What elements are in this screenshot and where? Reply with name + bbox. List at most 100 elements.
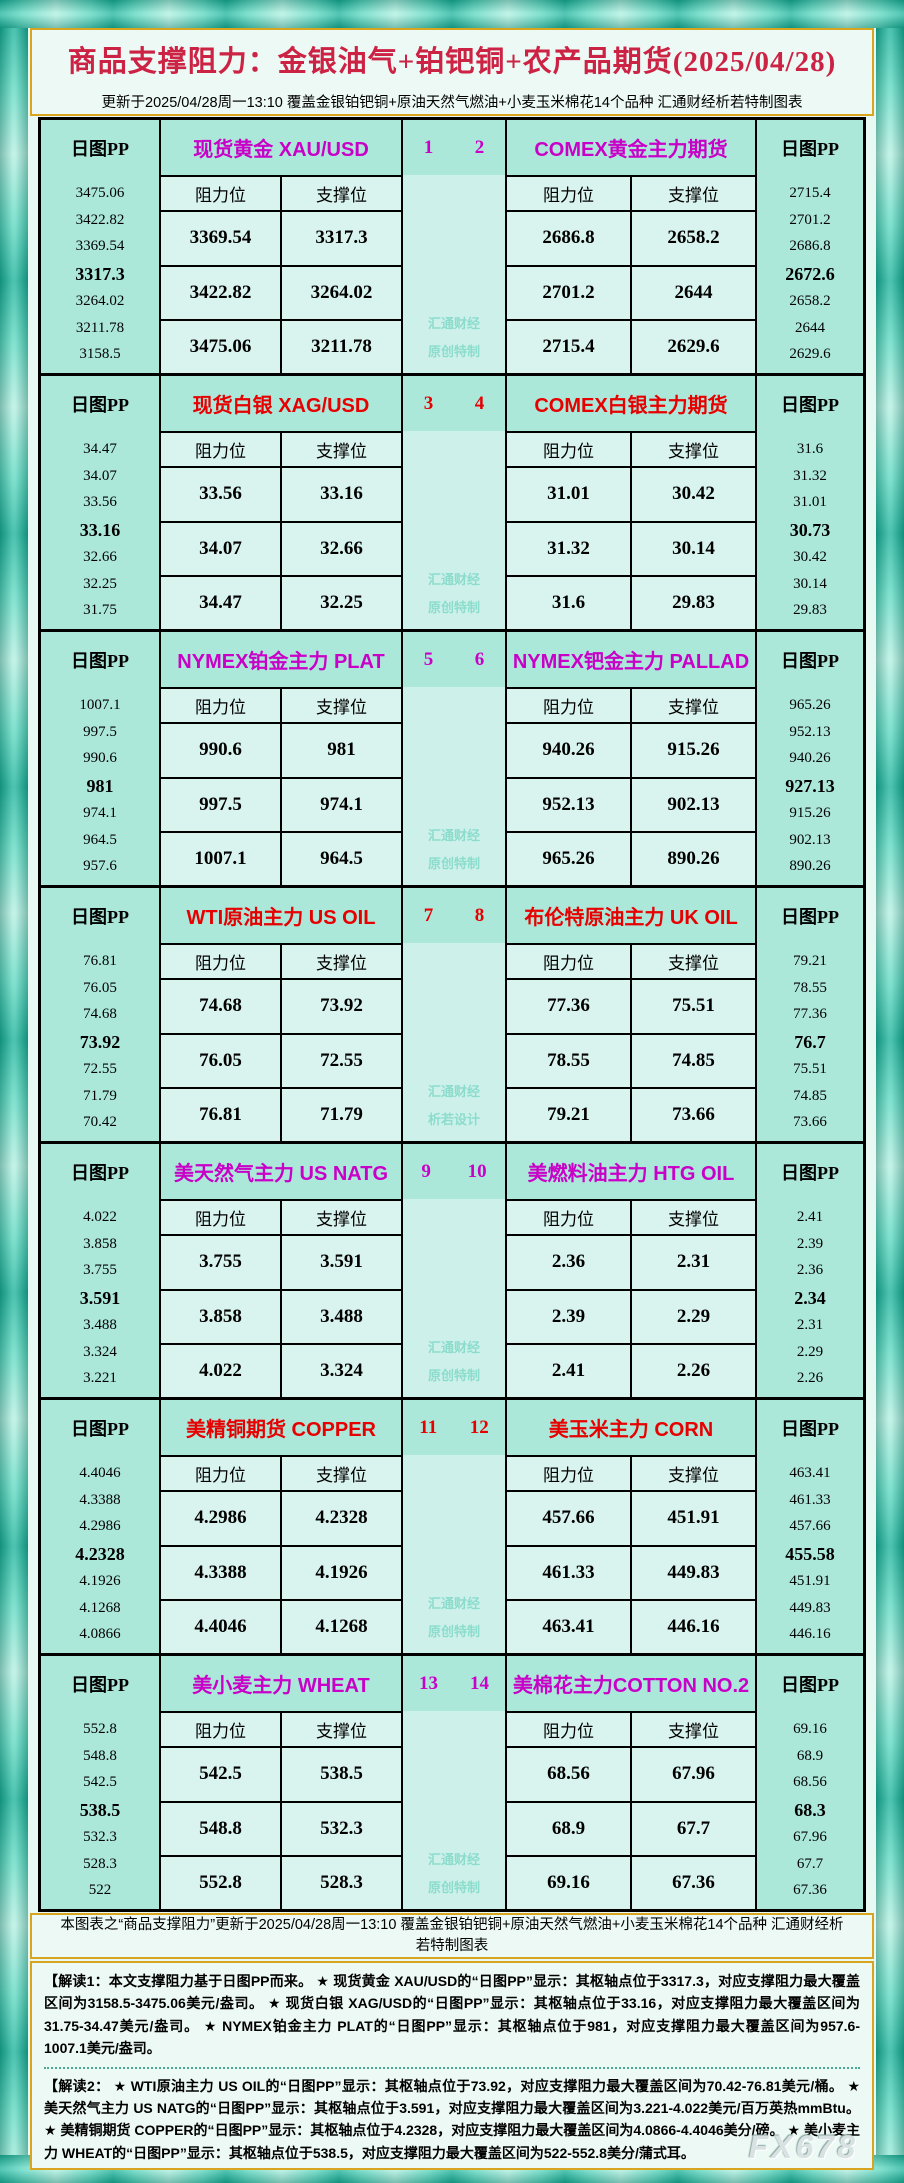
resistance-support-table-right: 阻力位 支撑位 68.56 67.96 68.9 67.7 69.16 67.36	[507, 1711, 757, 1909]
support-value: 2.31	[631, 1234, 755, 1291]
pp-pivot-value: 3.591	[79, 1288, 121, 1308]
resistance-value: 76.81	[161, 1087, 282, 1141]
resistance-value: 2715.4	[507, 319, 632, 373]
pp-level-value: 965.26	[789, 697, 831, 714]
rs-table-row: 1007.1 964.5	[161, 831, 401, 885]
resistance-value: 68.9	[507, 1800, 632, 1858]
support-value: 4.1926	[281, 1544, 401, 1602]
fx678-watermark: FX678	[748, 2129, 858, 2166]
commodity-pair-row: 日图PP 现货黄金 XAU/USD 1 2 COMEX黄金主力期货 日图PP 3475.06…	[41, 120, 863, 373]
title-box: 商品支撑阻力：金银油气+铂钯铜+农产品期货(2025/04/28) 更新于202…	[30, 28, 874, 116]
commodity-pair-row: 日图PP 美精铜期货 COPPER 11 12 美玉米主力 CORN 日图PP 4.4046…	[41, 1397, 863, 1653]
support-value: 2658.2	[631, 210, 755, 267]
support-column-header: 支撑位	[281, 431, 401, 468]
commodity-pair-row: 日图PP NYMEX铂金主力 PLAT 5 6 NYMEX钯金主力 PALLAD 日图PP…	[41, 629, 863, 885]
pp-level-value: 75.51	[793, 1061, 827, 1078]
pp-levels-right: 2715.4 2701.2 2686.8 2672.6 2658.2 2644 2629.6	[757, 175, 863, 373]
instrument-title-right: NYMEX钯金主力 PALLAD	[507, 632, 757, 687]
resistance-column-header: 阻力位	[161, 1199, 282, 1236]
site-watermark-line: 汇通财经	[427, 1852, 480, 1868]
resistance-value: 990.6	[161, 722, 282, 779]
pp-levels-left: 76.81 76.05 74.68 73.92 72.55 71.79 70.42	[41, 943, 161, 1141]
resistance-support-table-right: 阻力位 支撑位 77.36 75.51 78.55 74.85 79.21 73.66	[507, 943, 757, 1141]
note-interpretation-1: 【解读1：本文支撑阻力基于日图PP而来。 ★ 现货黄金 XAU/USD的“日图P…	[44, 1973, 860, 2057]
middle-column: 汇通财经 原创特制	[403, 175, 507, 373]
resistance-value: 69.16	[507, 1855, 632, 1909]
support-value: 2644	[631, 264, 755, 322]
site-watermark: 汇通财经 原创特制	[403, 1846, 505, 1901]
pp-levels-left: 4.022 3.858 3.755 3.591 3.488 3.324 3.221	[41, 1199, 161, 1397]
sequence-number: 3	[423, 392, 434, 414]
rs-table-header-row: 阻力位 支撑位	[507, 1455, 755, 1492]
site-watermark: 汇通财经 析若设计	[403, 1078, 505, 1133]
rs-table-row: 4.2986 4.2328	[161, 1490, 401, 1547]
support-column-header: 支撑位	[281, 687, 401, 724]
pair-body: 552.8 548.8 542.5 538.5 532.3 528.3 522 阻力位 支撑位 5…	[41, 1711, 863, 1909]
support-value: 4.2328	[281, 1490, 401, 1547]
pp-level-value: 3.755	[83, 1261, 117, 1278]
content-area: 商品支撑阻力：金银油气+铂钯铜+农产品期货(2025/04/28) 更新于202…	[28, 28, 876, 2171]
resistance-support-table-right: 阻力位 支撑位 2.36 2.31 2.39 2.29 2.41 2.26	[507, 1199, 757, 1397]
rs-table: 阻力位 支撑位 33.56 33.16 34.07 32.66 34.47 32.25	[161, 431, 401, 629]
pp-header-left: 日图PP	[41, 376, 161, 431]
support-value: 4.1268	[281, 1599, 401, 1653]
pp-level-value: 446.16	[789, 1625, 831, 1642]
rs-table-header-row: 阻力位 支撑位	[507, 1199, 755, 1236]
resistance-value: 3369.54	[161, 210, 282, 267]
resistance-column-header: 阻力位	[507, 1711, 632, 1748]
rs-table-row: 31.6 29.83	[507, 575, 755, 629]
pp-level-value: 31.6	[796, 441, 824, 458]
rs-table-row: 997.5 974.1	[161, 776, 401, 834]
rs-table-row: 2.39 2.29	[507, 1288, 755, 1346]
rs-table: 阻力位 支撑位 2686.8 2658.2 2701.2 2644 2715.4 2629.6	[507, 175, 755, 373]
rs-table-row: 74.68 73.92	[161, 978, 401, 1035]
decorative-border-right	[876, 28, 904, 2155]
pp-level-value: 974.1	[83, 805, 117, 822]
pair-body: 34.47 34.07 33.56 33.16 32.66 32.25 31.75 阻力位 支撑…	[41, 431, 863, 629]
pp-levels-left: 552.8 548.8 542.5 538.5 532.3 528.3 522	[41, 1711, 161, 1909]
pp-level-value: 4.3388	[79, 1491, 121, 1508]
notes-divider	[44, 2066, 860, 2069]
resistance-value: 68.56	[507, 1746, 632, 1803]
rs-table-row: 542.5 538.5	[161, 1746, 401, 1803]
resistance-column-header: 阻力位	[507, 687, 632, 724]
rs-table-row: 2686.8 2658.2	[507, 210, 755, 267]
pp-level-value: 2.36	[796, 1261, 824, 1278]
support-column-header: 支撑位	[281, 1711, 401, 1748]
notes-section: 【解读1：本文支撑阻力基于日图PP而来。 ★ 现货黄金 XAU/USD的“日图P…	[30, 1961, 874, 2171]
support-value: 2.26	[631, 1343, 755, 1397]
resistance-value: 461.33	[507, 1544, 632, 1602]
pp-pivot-value: 538.5	[79, 1800, 121, 1820]
site-watermark-line: 原创特制	[427, 1623, 480, 1639]
resistance-column-header: 阻力位	[507, 175, 632, 212]
rs-table-row: 457.66 451.91	[507, 1490, 755, 1547]
pp-level-value: 990.6	[83, 749, 117, 766]
rs-table-row: 3.755 3.591	[161, 1234, 401, 1291]
support-value: 915.26	[631, 722, 755, 779]
support-value: 2.29	[631, 1288, 755, 1346]
site-watermark-line: 原创特制	[427, 1367, 480, 1383]
pair-header-band: 日图PP 现货黄金 XAU/USD 1 2 COMEX黄金主力期货 日图PP	[41, 120, 863, 175]
pp-level-value: 2.26	[796, 1369, 824, 1386]
sequence-number: 2	[474, 136, 485, 158]
pp-level-value: 4.0866	[79, 1625, 121, 1642]
pp-level-value: 69.16	[793, 1721, 827, 1738]
resistance-value: 77.36	[507, 978, 632, 1035]
support-column-header: 支撑位	[281, 1199, 401, 1236]
pp-pivot-value: 4.2328	[75, 1544, 125, 1564]
pp-level-value: 451.91	[789, 1573, 831, 1590]
site-watermark: 汇通财经 原创特制	[403, 310, 505, 365]
pp-level-value: 31.01	[793, 493, 827, 510]
pp-levels-left: 34.47 34.07 33.56 33.16 32.66 32.25 31.75	[41, 431, 161, 629]
pp-level-value: 30.42	[793, 549, 827, 566]
support-value: 451.91	[631, 1490, 755, 1547]
rs-table-row: 3369.54 3317.3	[161, 210, 401, 267]
support-value: 73.66	[631, 1087, 755, 1141]
pp-header-right: 日图PP	[781, 1162, 839, 1183]
rs-table-row: 461.33 449.83	[507, 1544, 755, 1602]
sequence-number: 13	[419, 1672, 438, 1694]
pair-header-band: 日图PP 美精铜期货 COPPER 11 12 美玉米主力 CORN 日图PP	[41, 1400, 863, 1455]
